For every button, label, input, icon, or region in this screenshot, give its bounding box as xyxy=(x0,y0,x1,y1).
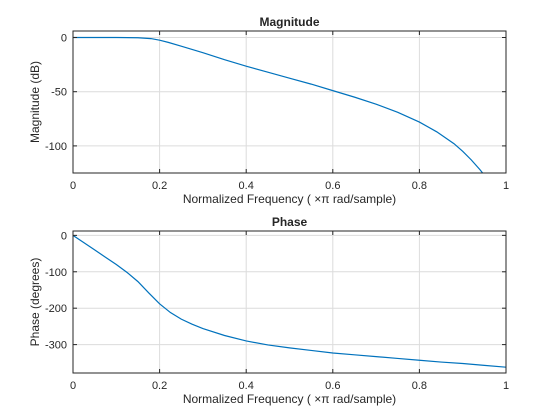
magnitude-ytick-label: 0 xyxy=(61,33,67,45)
magnitude-xtick-label: 0 xyxy=(70,180,76,192)
phase-curve xyxy=(73,234,506,368)
phase-xtick-label: 0.8 xyxy=(412,380,427,392)
phase-xtick-label: 0.6 xyxy=(325,380,340,392)
magnitude-frame xyxy=(72,30,507,174)
magnitude-xtick-label: 0.6 xyxy=(325,180,340,192)
phase-axes: 0 0.2 0.4 0.6 0.8 1 0 -100 -200 -300 Phase Normal… xyxy=(28,215,509,406)
magnitude-ticks: 0 0.2 0.4 0.6 0.8 1 0 -50 -100 xyxy=(45,31,509,192)
phase-frame xyxy=(72,230,507,374)
phase-ytick-label: -200 xyxy=(45,303,67,315)
phase-grid xyxy=(72,231,507,373)
magnitude-xtick-label: 0.8 xyxy=(412,180,427,192)
phase-ytick-label: -300 xyxy=(45,340,67,352)
magnitude-xtick-label: 1 xyxy=(503,180,509,192)
magnitude-xtick-label: 0.2 xyxy=(152,180,167,192)
phase-xtick-label: 0.4 xyxy=(239,380,254,392)
phase-xtick-label: 0 xyxy=(70,380,76,392)
magnitude-ytick-label: -100 xyxy=(45,141,67,153)
phase-xtick-label: 1 xyxy=(503,380,509,392)
magnitude-curve xyxy=(73,36,484,173)
magnitude-xtick-label: 0.4 xyxy=(239,180,254,192)
magnitude-ytick-label: -50 xyxy=(51,87,67,99)
phase-ylabel: Phase (degrees) xyxy=(28,258,42,347)
magnitude-title: Magnitude xyxy=(260,15,320,29)
phase-xtick-label: 0.2 xyxy=(152,380,167,392)
phase-xlabel: Normalized Frequency ( ×π rad/sample) xyxy=(183,392,396,406)
phase-ytick-label: -100 xyxy=(45,267,67,279)
phase-ticks: 0 0.2 0.4 0.6 0.8 1 0 -100 -200 -300 xyxy=(45,230,509,392)
magnitude-grid xyxy=(72,31,507,173)
phase-title: Phase xyxy=(272,215,308,229)
phase-ytick-label: 0 xyxy=(61,230,67,242)
magnitude-ylabel: Magnitude (dB) xyxy=(28,61,42,143)
magnitude-axes: 0 0.2 0.4 0.6 0.8 1 0 -50 -100 Magnitude Normali… xyxy=(28,15,509,206)
magnitude-xlabel: Normalized Frequency ( ×π rad/sample) xyxy=(183,192,396,206)
